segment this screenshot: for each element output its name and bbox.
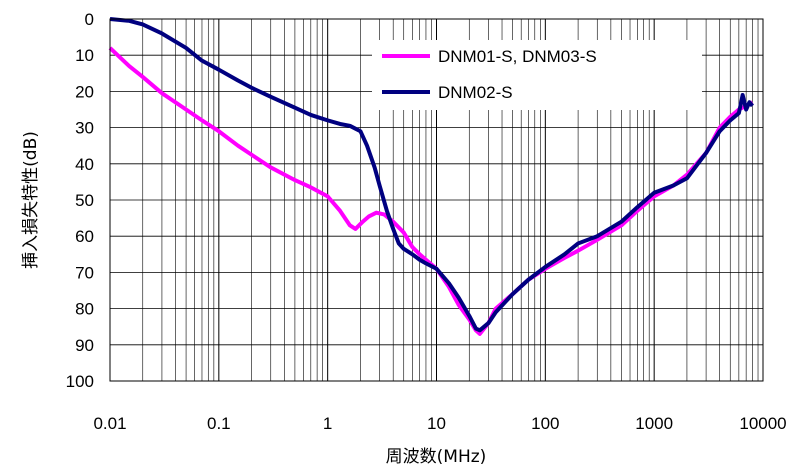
x-tick-labels: 0.01 0.1 1 10 100 1000 10000 bbox=[93, 414, 786, 433]
x-tick-label: 100 bbox=[531, 414, 559, 433]
x-axis-title: 周波数(MHz) bbox=[386, 447, 487, 467]
legend-box bbox=[372, 40, 702, 110]
x-tick-label: 0.01 bbox=[93, 414, 126, 433]
x-tick-label: 10000 bbox=[739, 414, 786, 433]
y-tick-label: 20 bbox=[75, 82, 94, 101]
x-tick-label: 1 bbox=[323, 414, 332, 433]
y-tick-label: 50 bbox=[75, 191, 94, 210]
y-tick-label: 90 bbox=[75, 336, 94, 355]
y-tick-labels: 0 10 20 30 40 50 60 70 80 90 100 bbox=[66, 10, 94, 391]
y-tick-label: 100 bbox=[66, 372, 94, 391]
series-layer bbox=[108, 17, 754, 336]
series-line-2 bbox=[109, 17, 754, 333]
legend-label-2: DNM02-S bbox=[438, 83, 513, 102]
legend: DNM01-S, DNM03-S DNM02-S bbox=[372, 40, 702, 110]
legend-label-1: DNM01-S, DNM03-S bbox=[438, 47, 597, 66]
x-tick-label: 1000 bbox=[635, 414, 673, 433]
y-tick-label: 30 bbox=[75, 119, 94, 138]
y-tick-label: 0 bbox=[85, 10, 94, 29]
y-tick-label: 60 bbox=[75, 227, 94, 246]
y-tick-label: 80 bbox=[75, 300, 94, 319]
plot-frame bbox=[109, 18, 764, 382]
y-tick-label: 40 bbox=[75, 155, 94, 174]
y-axis-title: 挿入損失特性(dB) bbox=[21, 131, 41, 269]
y-tick-label: 70 bbox=[75, 263, 94, 282]
x-tick-label: 10 bbox=[427, 414, 446, 433]
grid bbox=[109, 18, 763, 382]
y-tick-label: 10 bbox=[75, 46, 94, 65]
x-tick-label: 0.1 bbox=[207, 414, 231, 433]
